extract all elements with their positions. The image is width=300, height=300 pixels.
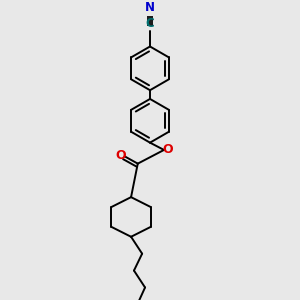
Text: C: C [146,17,154,30]
Text: N: N [145,1,155,14]
Text: O: O [115,149,126,162]
Text: O: O [163,143,173,156]
